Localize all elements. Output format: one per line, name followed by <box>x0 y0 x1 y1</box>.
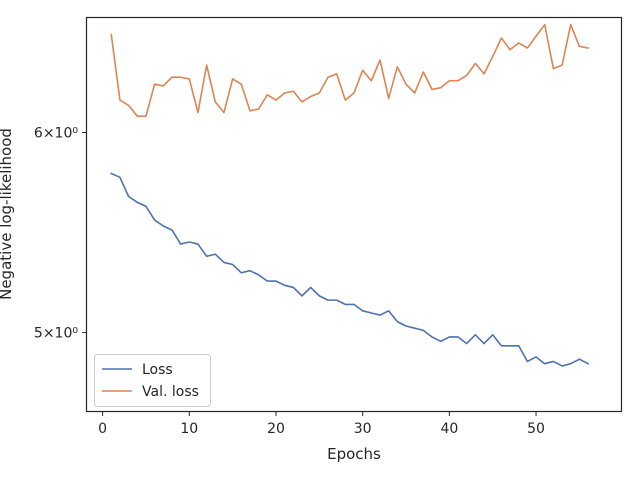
y-tick-label: 5×10⁰ <box>34 326 78 342</box>
x-tick-label: 0 <box>98 421 107 437</box>
x-tick-label: 20 <box>267 421 285 437</box>
x-axis: 0 10 20 30 40 50 <box>98 411 545 437</box>
y-axis-label: Negative log-likelihood <box>0 128 15 300</box>
legend-box <box>94 354 211 407</box>
x-tick-label: 50 <box>527 421 545 437</box>
plot-frame <box>85 16 623 413</box>
y-tick-label: 6×10⁰ <box>34 126 78 142</box>
y-axis: 5×10⁰ 6×10⁰ <box>34 126 87 342</box>
series-line-0 <box>110 172 590 367</box>
x-tick-label: 40 <box>440 421 458 437</box>
legend-label-1: Val. loss <box>142 384 199 400</box>
x-tick-label: 30 <box>354 421 372 437</box>
series-lines-layer <box>110 23 590 367</box>
series-line-1 <box>110 23 589 117</box>
legend: Loss Val. loss <box>94 354 211 407</box>
legend-label-0: Loss <box>142 362 173 378</box>
x-tick-label: 10 <box>180 421 198 437</box>
x-axis-label: Epochs <box>327 445 381 463</box>
